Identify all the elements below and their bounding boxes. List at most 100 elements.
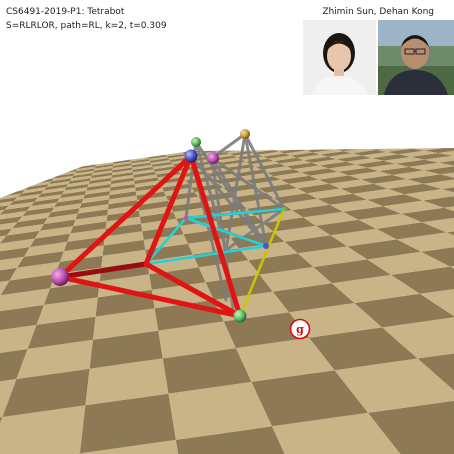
floor-tile (131, 162, 152, 168)
floor-tile (111, 169, 133, 176)
floor-tile (345, 158, 384, 165)
floor-tile (81, 195, 110, 204)
floor-tile (101, 249, 148, 268)
floor-tile (347, 134, 375, 138)
floor-tile (110, 184, 136, 191)
vertex-orange[interactable] (240, 129, 250, 139)
floor-tile (447, 130, 454, 135)
floor-tile (363, 126, 389, 129)
goal-circle[interactable] (289, 318, 311, 340)
vertex-magenta-small[interactable] (207, 152, 219, 164)
hinge-axis (238, 208, 286, 317)
floor-tile (374, 123, 399, 126)
floor-tile (383, 200, 444, 214)
floor-tile (85, 358, 169, 406)
floor-tile (0, 405, 86, 454)
floor-tile (343, 148, 377, 154)
floor-tile (39, 219, 76, 231)
floor-tile (272, 283, 355, 313)
vertex-magenta[interactable] (51, 268, 69, 286)
ghost-edge (210, 132, 247, 160)
floor-tile (134, 177, 159, 184)
floor-tile (413, 138, 449, 143)
floor-tile (0, 178, 21, 184)
floor-tile (437, 141, 454, 147)
floor-tile (360, 174, 407, 184)
vertex-green-front[interactable] (233, 309, 247, 323)
floor-tile (345, 129, 370, 133)
floor-tile (109, 191, 137, 200)
floor-tile (382, 317, 454, 359)
floor-tile (327, 131, 352, 135)
author-photo-1 (303, 20, 376, 95)
floor-tile (173, 207, 212, 219)
floor-tile (21, 187, 47, 194)
floor-tile (0, 304, 44, 334)
floor-tile (227, 164, 256, 171)
floor-tile (309, 327, 418, 371)
vertices[interactable] (51, 129, 286, 323)
floor-tile (398, 150, 439, 157)
floor-tile (415, 127, 446, 131)
floor-tile (25, 184, 50, 191)
floor-tile (376, 148, 413, 152)
floor-tile (0, 247, 30, 263)
floor-tile (83, 191, 110, 199)
floor-tile (77, 204, 109, 214)
tetra-edge (188, 153, 243, 319)
floor-tile (320, 151, 353, 157)
floor-tile (2, 176, 24, 182)
current-tetrahedron (57, 153, 243, 319)
floor-tile (51, 175, 74, 182)
floor-tile (380, 140, 413, 145)
floor-tile (425, 140, 454, 145)
goal-marker[interactable]: g (289, 318, 311, 340)
floor-tile (352, 130, 378, 134)
floor-tile (2, 368, 90, 417)
floor-tile (0, 222, 18, 233)
floor-tile (392, 170, 441, 180)
floor-tile (391, 266, 454, 294)
vertex-green[interactable] (191, 137, 201, 147)
floor-tile (334, 132, 360, 136)
floor-tile (315, 219, 377, 236)
floor-tile (29, 233, 71, 248)
floor-tile (16, 339, 93, 379)
floor-tile (88, 177, 112, 184)
floor-tile (439, 158, 454, 166)
floor-tile (286, 162, 320, 170)
floor-tile (426, 119, 454, 122)
floor-tile (57, 194, 85, 203)
floor-tile (435, 120, 454, 124)
floor-tile (0, 184, 15, 190)
floor-tile (9, 197, 38, 206)
floor-tile (437, 135, 454, 140)
floor-tile (113, 159, 131, 164)
floor-tile (17, 176, 40, 182)
floor-tile (288, 179, 329, 189)
floor-tile (0, 230, 40, 244)
floor-tile (68, 178, 91, 184)
floor-tile (328, 137, 355, 141)
floor-tile (111, 174, 134, 181)
floor-tile (70, 175, 92, 182)
projection-edge (144, 216, 188, 266)
floor-tile (327, 148, 358, 150)
floor-tile (386, 129, 415, 133)
floor-tile (0, 181, 3, 187)
floor-tile (407, 122, 435, 125)
floor-tile (0, 197, 18, 205)
floor-tile (0, 267, 18, 287)
tetra-edge (143, 153, 194, 267)
floor-tile (358, 213, 423, 229)
floor-tile (258, 183, 298, 193)
vertex-blue[interactable] (184, 149, 198, 163)
floor-tile (93, 308, 159, 340)
projection-edge (184, 216, 268, 248)
floor-tile (233, 152, 259, 158)
ghost-edge (224, 132, 247, 252)
ghost-edge (194, 140, 228, 252)
floor-tile (359, 131, 386, 135)
